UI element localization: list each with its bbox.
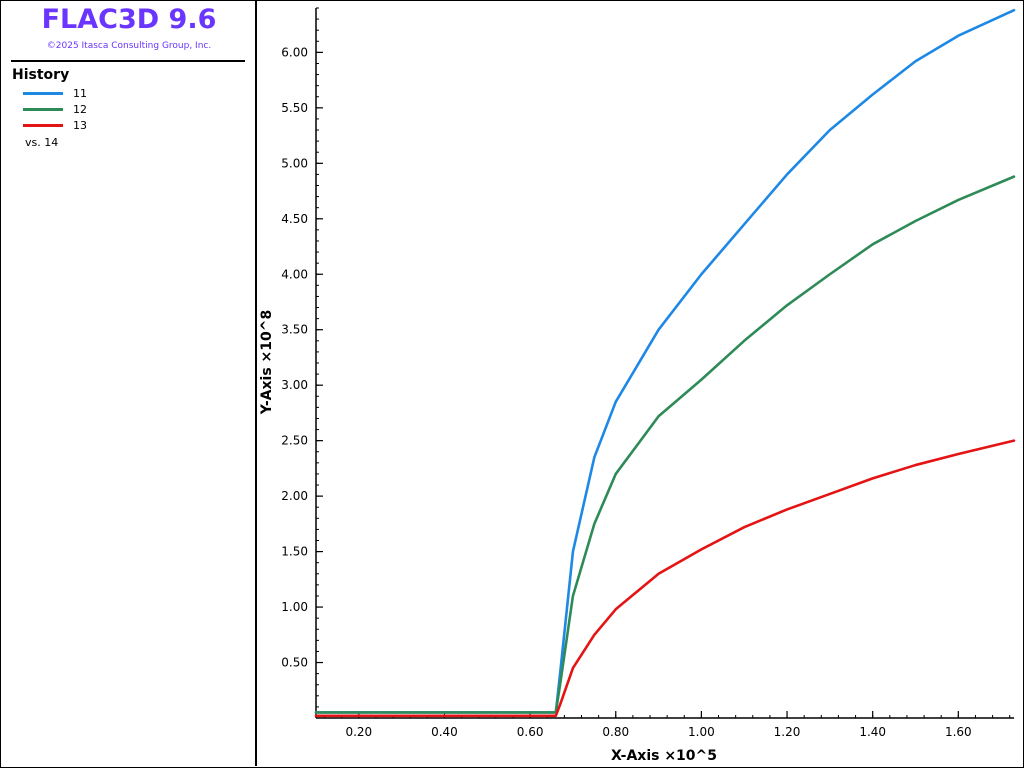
- y-axis-label: Y-Axis ×10^8: [259, 310, 275, 415]
- title-divider: [11, 60, 245, 62]
- legend-panel: FLAC3D 9.6 ©2025 Itasca Consulting Group…: [1, 1, 257, 766]
- x-axis-label: X-Axis ×10^5: [611, 748, 717, 764]
- x-tick-label: 0.80: [602, 725, 629, 739]
- legend-item-12: 12: [23, 102, 87, 116]
- series-line-12: [314, 175, 1016, 714]
- copyright-text: ©2025 Itasca Consulting Group, Inc.: [46, 41, 212, 51]
- y-tick-label: 3.50: [281, 323, 308, 337]
- y-tick-label: 0.50: [281, 656, 308, 670]
- y-tick-label: 1.00: [281, 600, 308, 614]
- y-tick-label: 6.00: [281, 45, 308, 59]
- legend-title: History: [12, 67, 70, 83]
- x-tick-label: 1.40: [859, 725, 886, 739]
- x-tick-label: 1.00: [688, 725, 715, 739]
- chart-area: 0.50 1.00 1.50 2.00 2.50 3.00 3.50 4.00 4.50 5.00…: [257, 0, 1023, 768]
- series-group: [314, 8, 1016, 718]
- y-tick-label: 5.50: [281, 101, 308, 115]
- legend-swatch-13: [23, 123, 63, 127]
- y-tick-label: 4.50: [281, 212, 308, 226]
- app-title: FLAC3D 9.6: [41, 4, 217, 35]
- legend-swatch-12: [23, 107, 63, 111]
- x-tick-label: 0.60: [517, 725, 544, 739]
- legend-item-11: 11: [23, 86, 87, 100]
- y-tick-label: 5.00: [281, 156, 308, 170]
- x-tick-label: 1.20: [774, 725, 801, 739]
- legend-swatch-11: [23, 91, 63, 95]
- axes-group: 0.50 1.00 1.50 2.00 2.50 3.00 3.50 4.00 4.50 5.00…: [281, 7, 1014, 739]
- x-tick-label: 0.20: [345, 725, 372, 739]
- series-line-11: [314, 8, 1016, 714]
- legend-label-13: 13: [73, 118, 87, 132]
- legend-label-11: 11: [73, 86, 87, 100]
- y-tick-label: 3.00: [281, 378, 308, 392]
- y-tick-label: 4.00: [281, 267, 308, 281]
- y-tick-label: 2.50: [281, 434, 308, 448]
- legend-label-12: 12: [73, 102, 87, 116]
- x-tick-label: 0.40: [431, 725, 458, 739]
- legend-item-13: 13: [23, 118, 87, 132]
- history-chart: 0.50 1.00 1.50 2.00 2.50 3.00 3.50 4.00 4.50 5.00…: [259, 7, 1016, 764]
- x-tick-label: 1.60: [945, 725, 972, 739]
- y-tick-label: 1.50: [281, 545, 308, 559]
- versus-label: vs. 14: [25, 136, 59, 149]
- y-tick-label: 2.00: [281, 489, 308, 503]
- series-line-13: [314, 439, 1016, 718]
